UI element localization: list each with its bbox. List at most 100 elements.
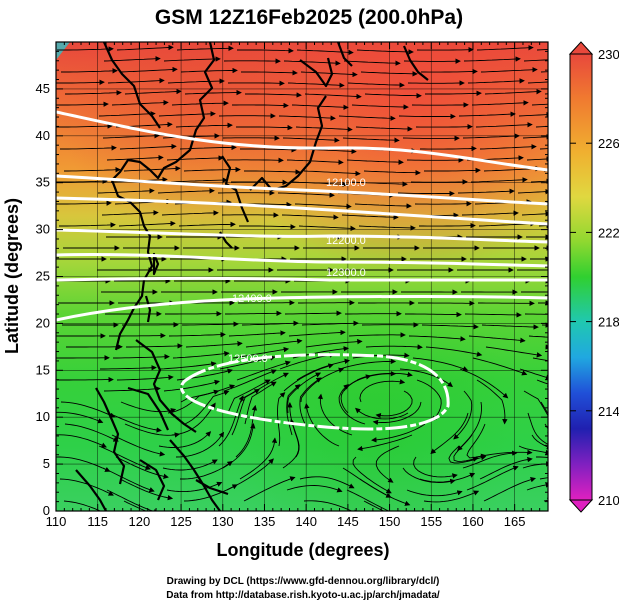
- x-tick-label: 120: [129, 514, 151, 529]
- streamline: [424, 167, 481, 174]
- streamline: [476, 379, 508, 425]
- streamline: [357, 434, 413, 452]
- streamline: [375, 445, 400, 483]
- streamline: [299, 476, 355, 489]
- streamline: [425, 90, 482, 97]
- streamline: [399, 368, 454, 388]
- streamline: [375, 390, 413, 419]
- streamline: [476, 45, 534, 51]
- streamline: [458, 111, 516, 117]
- streamline: [282, 418, 300, 469]
- streamline: [184, 390, 230, 425]
- streamline: [228, 330, 286, 337]
- streamline: [365, 344, 423, 350]
- x-tick-label: 145: [337, 514, 359, 529]
- streamline: [101, 210, 159, 216]
- streamline: [470, 177, 528, 183]
- y-axis-title: Latitude (degrees): [2, 198, 22, 354]
- streamline: [167, 78, 225, 84]
- streamline: [296, 358, 350, 381]
- streamline: [430, 412, 469, 455]
- streamline: [123, 500, 147, 511]
- x-tick-label: 165: [504, 514, 526, 529]
- streamline: [475, 449, 533, 458]
- streamline: [100, 365, 157, 371]
- streamline: [241, 70, 298, 76]
- streamline: [61, 68, 118, 74]
- streamline: [363, 169, 421, 176]
- streamline: [158, 431, 212, 448]
- streamline: [56, 123, 113, 129]
- streamline: [540, 401, 548, 420]
- streamline: [290, 181, 348, 187]
- streamline: [425, 346, 483, 357]
- streamline: [348, 332, 406, 338]
- streamline: [288, 329, 346, 337]
- streamline: [532, 357, 548, 364]
- streamline: [287, 82, 345, 88]
- y-tick-label: 10: [36, 409, 50, 424]
- streamline: [56, 456, 111, 472]
- streamline: [296, 49, 354, 56]
- streamline: [227, 379, 271, 414]
- streamline: [56, 79, 105, 86]
- streamline: [281, 214, 339, 220]
- streamline: [277, 392, 286, 447]
- contour-label-12400: 12400.0: [232, 293, 272, 305]
- y-tick-label: 15: [36, 362, 50, 377]
- streamline: [338, 383, 366, 425]
- streamline: [461, 210, 519, 216]
- colorbar-tick-label: 218: [598, 315, 619, 330]
- streamline: [283, 363, 334, 392]
- footer-credit-drawing: Drawing by DCL (https://www.gfd-dennou.o…: [167, 576, 440, 587]
- streamline: [339, 358, 397, 370]
- streamline: [346, 489, 399, 511]
- streamline: [467, 78, 525, 84]
- streamline: [484, 88, 542, 95]
- streamline: [317, 393, 353, 436]
- colorbar-tick-label: 222: [598, 225, 619, 240]
- streamline: [60, 401, 116, 418]
- streamline: [239, 224, 296, 230]
- streamline: [517, 188, 548, 195]
- height-contours: [56, 110, 548, 431]
- streamline: [536, 48, 548, 51]
- streamline: [244, 169, 301, 175]
- streamline: [462, 450, 518, 469]
- streamline: [107, 77, 165, 84]
- streamline: [241, 320, 299, 327]
- x-tick-label: 140: [295, 514, 317, 529]
- streamline: [538, 222, 548, 229]
- streamline: [124, 423, 181, 438]
- contour-label-12500: 12500.0: [228, 353, 268, 365]
- streamline: [523, 390, 548, 424]
- streamline: [463, 56, 521, 62]
- streamline: [341, 214, 399, 220]
- streamline: [526, 482, 548, 491]
- streamline: [453, 434, 479, 462]
- streamline: [421, 68, 478, 75]
- streamline: [301, 320, 359, 327]
- x-tick-label: 130: [212, 514, 234, 529]
- streamline: [354, 203, 412, 209]
- streamline: [178, 221, 236, 228]
- streamline: [457, 188, 515, 194]
- streamline: [351, 104, 409, 110]
- colorbar: 230 226 222 218 214 210: [568, 41, 619, 513]
- streamline: [106, 489, 159, 511]
- streamline: [518, 111, 548, 118]
- streamline: [161, 210, 219, 216]
- streamline: [372, 401, 422, 426]
- streamline: [343, 60, 401, 66]
- plot-area: 12400.0 12500.0 12300.0 12200.0 12100.0: [56, 42, 548, 511]
- streamline: [464, 312, 522, 318]
- streamline: [419, 222, 476, 229]
- streamline: [59, 222, 116, 228]
- streamline: [303, 500, 359, 511]
- streamline: [159, 361, 217, 370]
- streamline: [398, 113, 456, 120]
- streamline: [526, 156, 548, 162]
- y-tick-labels: 0 5 10 15 20 25 30 35 40 45: [36, 81, 50, 518]
- streamline: [57, 46, 114, 52]
- streamline: [397, 190, 455, 197]
